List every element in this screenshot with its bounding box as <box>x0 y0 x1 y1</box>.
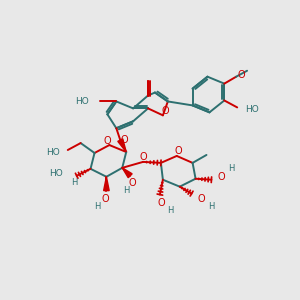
Text: H: H <box>228 164 234 173</box>
Text: H: H <box>167 206 173 215</box>
Text: O: O <box>161 106 169 116</box>
Text: H: H <box>71 178 78 187</box>
Text: H: H <box>123 186 129 195</box>
Polygon shape <box>118 139 126 152</box>
Text: O: O <box>102 194 109 203</box>
Text: O: O <box>175 146 182 156</box>
Text: HO: HO <box>75 97 88 106</box>
Text: O: O <box>157 197 165 208</box>
Text: O: O <box>139 152 147 162</box>
Text: O: O <box>218 172 225 182</box>
Text: HO: HO <box>245 105 259 114</box>
Text: HO: HO <box>46 148 60 158</box>
Text: O: O <box>198 194 205 203</box>
Text: O: O <box>103 136 111 146</box>
Polygon shape <box>122 168 132 178</box>
Text: H: H <box>208 202 214 211</box>
Text: H: H <box>94 202 101 211</box>
Text: O: O <box>128 178 136 188</box>
Polygon shape <box>103 177 109 190</box>
Text: O: O <box>120 135 128 145</box>
Text: HO: HO <box>49 169 63 178</box>
Text: O: O <box>237 70 245 80</box>
